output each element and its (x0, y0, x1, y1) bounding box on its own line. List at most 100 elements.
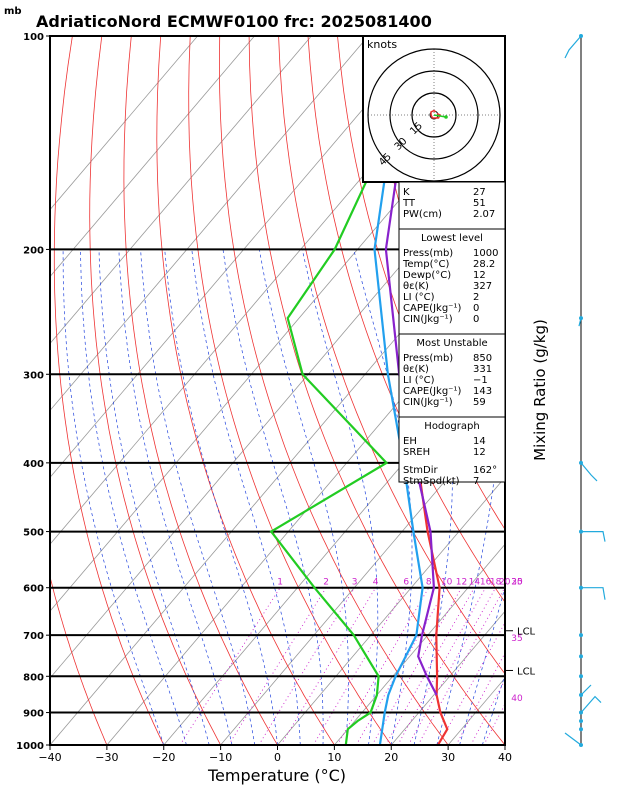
mixing-ratio-line (455, 652, 505, 745)
index-value: 12 (473, 270, 486, 281)
dry-adiabat (603, 36, 618, 745)
wind-barb (564, 35, 582, 59)
y-axis: 100 200 300 400 500 600 700 800 900 1000 (16, 32, 50, 752)
y-tick-label: 300 (23, 370, 44, 381)
mixing-ratio-label: 30 (511, 578, 523, 588)
dry-adiabat (248, 36, 505, 745)
index-label: Temp(°C) (402, 259, 450, 270)
wind-barb (580, 684, 592, 696)
profile-parcel (384, 91, 438, 696)
y-tick-label: 900 (23, 709, 44, 720)
wind-profile (564, 34, 606, 747)
wind-barb (564, 732, 582, 746)
index-value: 2 (473, 292, 479, 303)
index-label: Press(mb) (403, 353, 453, 364)
wind-point (579, 633, 583, 638)
index-label: CIN(Jkg⁻¹) (403, 397, 453, 408)
y-tick-label: 1000 (16, 741, 44, 752)
index-value: 0 (473, 303, 479, 314)
mixing-ratio-label: 6 (403, 578, 409, 588)
background-lines (50, 36, 618, 745)
isotherm (50, 36, 312, 345)
x-tick-label: −30 (95, 751, 118, 764)
index-label: SREH (403, 447, 430, 458)
mixing-ratio-line (417, 587, 505, 745)
x-tick-label: 10 (327, 751, 341, 764)
index-value: 1000 (473, 248, 498, 259)
index-value: 12 (473, 447, 486, 458)
index-label: EH (403, 436, 417, 447)
hodograph-unit: knots (367, 38, 397, 51)
index-value: 331 (473, 364, 492, 375)
moist-adiabat (164, 249, 278, 745)
isotherm (50, 36, 198, 211)
wind-barb (581, 530, 606, 542)
mixing-ratio-line (408, 587, 496, 745)
x-tick-label: 40 (498, 751, 512, 764)
index-value: 143 (473, 386, 492, 397)
index-label: StmDir (403, 465, 438, 476)
index-value: 850 (473, 353, 492, 364)
x-tick-label: 20 (384, 751, 398, 764)
isotherm (50, 36, 426, 478)
dry-adiabat (307, 36, 505, 603)
x-tick-label: 30 (441, 751, 455, 764)
mixing-ratio-label: 1 (277, 578, 283, 588)
mixing-ratio-line (385, 587, 475, 745)
moist-adiabat (191, 249, 301, 745)
mixing-ratio-label: 14 (469, 578, 481, 588)
wind-barb (578, 317, 582, 327)
index-label: CAPE(Jkg⁻¹) (403, 303, 461, 314)
isotherm (50, 36, 369, 412)
mixing-ratio-line (355, 587, 447, 745)
mixing-ratio-line (397, 587, 486, 745)
wind-point (579, 727, 583, 732)
index-label: θε(K) (403, 364, 429, 375)
profile-virtual (373, 36, 424, 745)
x-tick-label: −10 (209, 751, 232, 764)
wind-point (579, 654, 583, 659)
wind-barb (580, 462, 598, 482)
isotherm (277, 476, 505, 745)
index-label: θε(K) (403, 281, 429, 292)
pressure-unit: mb (4, 6, 22, 17)
wind-point (579, 718, 583, 723)
index-table-frame (398, 181, 506, 483)
lcl-label: LCL (517, 627, 536, 638)
dry-adiabat (188, 36, 392, 745)
dry-adiabat (89, 36, 221, 745)
index-value: 59 (473, 397, 486, 408)
profile-dewpoint (269, 36, 438, 745)
index-value: 2.07 (473, 209, 495, 220)
mixing-ratio-label: 16 (480, 578, 492, 588)
isotherm (390, 610, 505, 745)
y-tick-label: 100 (23, 32, 44, 43)
index-label: LI (°C) (403, 375, 435, 386)
dry-adiabat (53, 36, 165, 745)
index-label: LI (°C) (403, 292, 435, 303)
index-label: Press(mb) (403, 248, 453, 259)
dry-adiabat (123, 36, 278, 745)
wind-barb (581, 587, 606, 600)
wind-barb (580, 695, 602, 713)
index-label: StmSpd(kt) (403, 476, 460, 487)
index-label: TT (402, 198, 416, 209)
y-axis-label-right: Mixing Ratio (g/kg) (531, 319, 549, 461)
y-tick-label: 700 (23, 631, 44, 642)
index-value: 0 (473, 314, 479, 325)
dry-adiabat (218, 36, 449, 745)
mixing-ratio-label: 8 (426, 578, 432, 588)
mixing-ratio-label: 4 (373, 578, 379, 588)
x-tick-label: 0 (274, 751, 281, 764)
isotherm (50, 36, 255, 278)
y-tick-label: 500 (23, 528, 44, 539)
isotherm (334, 543, 505, 745)
index-value: 28.2 (473, 259, 495, 270)
index-value: 51 (473, 198, 486, 209)
lcl-markers: LCL LCL (505, 627, 536, 677)
y-tick-label: 800 (23, 672, 44, 683)
dry-adiabat (278, 36, 505, 675)
